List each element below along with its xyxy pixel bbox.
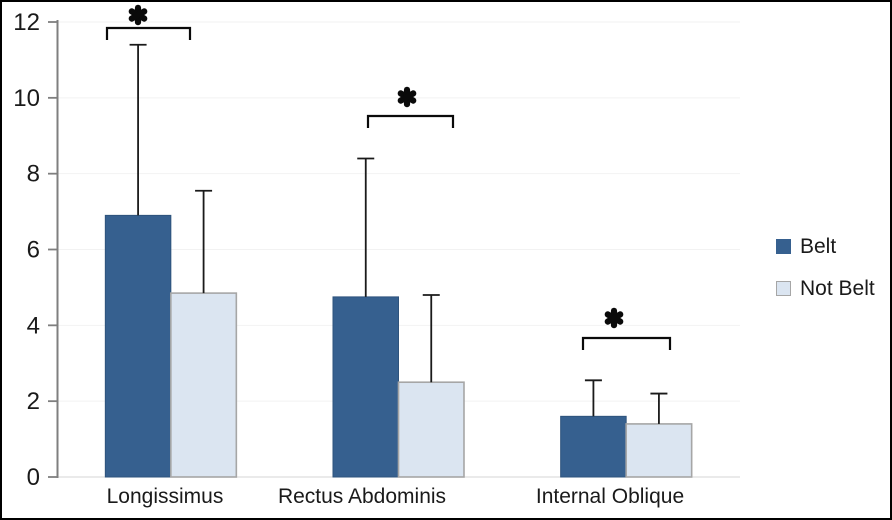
significance-asterisk-icon-internal-oblique — [604, 311, 624, 325]
y-tick-label: 2 — [27, 388, 40, 415]
x-category-label-longissimus: Longissimus — [107, 485, 224, 508]
significance-asterisk-icon-rectus-abdominis — [397, 90, 417, 104]
significance-bracket-rectus-abdominis — [366, 114, 455, 128]
y-tick-label: 0 — [27, 464, 40, 491]
y-tick-label: 10 — [13, 85, 40, 112]
bar-belt-rectus-abdominis — [332, 296, 399, 478]
legend-swatch-not-belt-icon — [776, 281, 791, 296]
legend-swatch-belt-icon — [776, 239, 791, 254]
y-tick-label: 12 — [13, 9, 40, 36]
bar-not-belt-longissimus — [170, 292, 238, 478]
bar-belt-internal-oblique — [560, 415, 627, 478]
y-tick-label: 6 — [27, 237, 40, 264]
y-tick-label: 4 — [27, 312, 40, 339]
legend-item-not-belt: Not Belt — [776, 276, 875, 301]
x-category-label-rectus-abdominis: Rectus Abdominis — [278, 485, 446, 508]
legend: Belt Not Belt — [776, 234, 875, 301]
legend-label-belt: Belt — [800, 235, 837, 258]
legend-label-not-belt: Not Belt — [800, 277, 875, 300]
bar-belt-longissimus — [104, 214, 172, 478]
legend-item-belt: Belt — [776, 234, 875, 259]
significance-asterisk-icon-longissimus — [128, 8, 148, 22]
significance-bracket-longissimus — [105, 26, 192, 40]
significance-bracket-internal-oblique — [581, 336, 672, 350]
y-tick-label: 8 — [27, 161, 40, 188]
bar-not-belt-rectus-abdominis — [397, 381, 465, 478]
x-category-label-internal-oblique: Internal Oblique — [536, 485, 684, 508]
bar-not-belt-internal-oblique — [625, 423, 693, 478]
